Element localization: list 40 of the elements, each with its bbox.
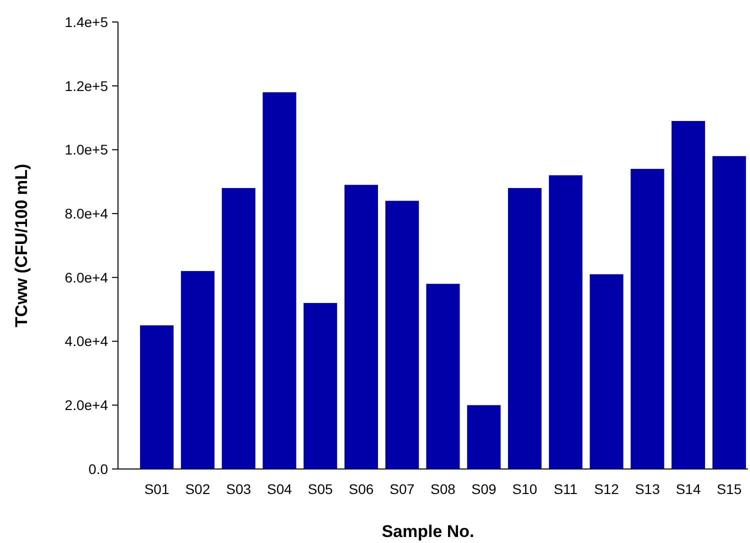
bar bbox=[508, 188, 542, 469]
x-tick-label: S01 bbox=[144, 480, 170, 497]
x-tick-label: S09 bbox=[471, 480, 497, 497]
y-axis-title: TCww (CFU/100 mL) bbox=[12, 164, 31, 328]
x-tick-label: S10 bbox=[512, 480, 538, 497]
x-tick-label: S15 bbox=[716, 480, 742, 497]
y-tick-label: 1.4e+5 bbox=[64, 14, 108, 30]
x-tick-label: S08 bbox=[430, 480, 456, 497]
bar bbox=[548, 175, 582, 469]
bar bbox=[222, 188, 256, 469]
bar bbox=[344, 184, 378, 469]
y-tick-label: 2.0e+4 bbox=[64, 397, 108, 414]
y-tick-label: 4.0e+4 bbox=[64, 333, 108, 350]
x-tick-label: S12 bbox=[594, 480, 620, 497]
bar bbox=[712, 156, 746, 469]
bar bbox=[467, 405, 501, 469]
x-tick-label: S05 bbox=[308, 480, 334, 497]
bar bbox=[304, 302, 338, 469]
x-tick-label: S02 bbox=[185, 480, 210, 497]
y-tick-label: 0.0 bbox=[88, 460, 108, 477]
x-tick-label: S06 bbox=[348, 480, 374, 497]
x-tick-label: S07 bbox=[390, 480, 415, 497]
bar bbox=[140, 325, 174, 469]
x-tick-label: S11 bbox=[554, 480, 578, 497]
y-tick-label: 6.0e+4 bbox=[64, 269, 108, 286]
bar bbox=[385, 200, 419, 469]
y-tick-label: 8.0e+4 bbox=[64, 205, 108, 222]
bar bbox=[262, 92, 296, 469]
x-tick-label: S04 bbox=[267, 480, 292, 497]
bar bbox=[590, 274, 624, 469]
y-tick-label: 1.0e+5 bbox=[64, 142, 108, 158]
x-tick-label: S13 bbox=[634, 480, 660, 497]
y-tick-label: 1.2e+5 bbox=[64, 78, 108, 94]
x-tick-label: S14 bbox=[676, 480, 701, 497]
x-axis-title: Sample No. bbox=[382, 522, 474, 541]
x-tick-label: S03 bbox=[226, 480, 252, 497]
bar bbox=[180, 271, 214, 469]
bar bbox=[672, 120, 706, 469]
bar bbox=[426, 284, 460, 469]
bar bbox=[630, 168, 664, 469]
